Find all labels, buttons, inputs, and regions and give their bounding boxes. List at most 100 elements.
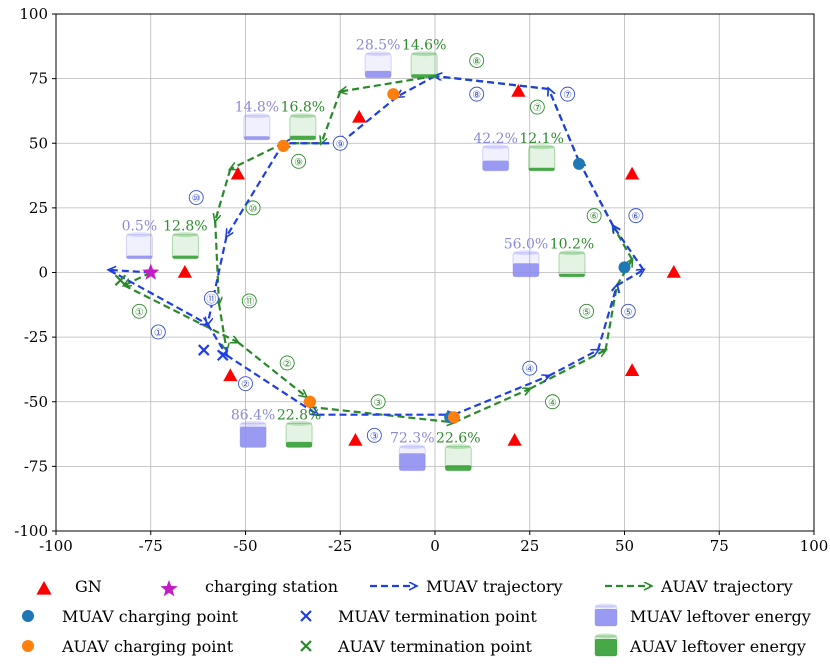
legend-auav-charging-marker bbox=[22, 640, 34, 652]
muav-energy-battery-cap bbox=[243, 113, 270, 119]
muav-trajectory-segment bbox=[206, 323, 227, 355]
legend-muav-charging-marker bbox=[22, 610, 34, 622]
muav-waypoint-circle bbox=[150, 324, 166, 340]
muav-waypoint-circle bbox=[628, 208, 644, 224]
muav-energy-battery-cap bbox=[240, 420, 267, 426]
auav-waypoint-label: ⑩ bbox=[249, 204, 258, 215]
muav-trajectory-segment bbox=[596, 285, 617, 351]
muav-energy-label: 0.5% bbox=[122, 219, 158, 235]
auav-trajectory-segment bbox=[321, 91, 342, 144]
muav-trajectory-segment bbox=[208, 236, 228, 324]
auav-waypoint-label: ⑦ bbox=[533, 103, 542, 114]
gn-marker bbox=[624, 166, 640, 180]
legend-gn-label: GN bbox=[75, 577, 102, 596]
muav-waypoint-label: ② bbox=[241, 380, 250, 391]
auav-waypoint-circle bbox=[241, 293, 257, 309]
y-tick-label: -50 bbox=[24, 393, 48, 411]
auav-energy-battery-level bbox=[286, 441, 313, 448]
muav-energy-battery-body bbox=[243, 115, 271, 141]
muav-trajectory-segment bbox=[453, 376, 549, 416]
auav-energy-battery bbox=[285, 420, 313, 448]
muav-charging-point bbox=[618, 261, 631, 274]
muav-trajectory-segment bbox=[340, 95, 398, 144]
legend-muav-termination-point-label: MUAV termination point bbox=[338, 607, 537, 626]
auav-energy-battery-cap bbox=[528, 144, 555, 150]
muav-waypoint-circle bbox=[238, 376, 253, 392]
auav-waypoint-circle bbox=[370, 394, 386, 410]
muav-energy-battery bbox=[364, 51, 392, 79]
legend-auav-energy-marker-level bbox=[595, 639, 617, 656]
gn-marker bbox=[348, 433, 363, 446]
muav-energy-battery-cap bbox=[482, 144, 509, 150]
muav-energy-label: 56.0% bbox=[504, 237, 548, 253]
legend-muav-termination-marker bbox=[300, 610, 312, 622]
auav-waypoint-circle bbox=[545, 394, 560, 410]
auav-waypoint-circle bbox=[131, 303, 147, 319]
muav-waypoint-circle bbox=[188, 190, 204, 205]
legend-muav-energy-marker bbox=[594, 603, 618, 627]
auav-waypoint-label: ② bbox=[283, 359, 292, 370]
muav-energy-battery bbox=[239, 420, 267, 448]
auav-charging-point bbox=[277, 139, 290, 152]
auav-waypoint-label: ⑨ bbox=[294, 157, 303, 168]
legend-charging-station-marker bbox=[160, 580, 178, 597]
muav-waypoint-label: ⑨ bbox=[336, 139, 345, 150]
y-tick-label: -75 bbox=[24, 457, 48, 475]
auav-energy-battery-level bbox=[528, 167, 555, 171]
gn-marker bbox=[507, 433, 522, 446]
muav-trajectory-segment bbox=[549, 89, 581, 162]
legend-muav-charging-point-label: MUAV charging point bbox=[62, 607, 239, 626]
auav-energy-battery-cap bbox=[172, 232, 199, 238]
x-tick-label: -75 bbox=[139, 537, 163, 555]
muav-energy-battery-body bbox=[125, 234, 153, 260]
muav-energy-battery bbox=[398, 444, 426, 472]
muav-energy-battery-level bbox=[243, 136, 270, 140]
auav-energy-battery-level bbox=[289, 135, 316, 140]
muav-energy-label: 42.2% bbox=[473, 131, 517, 147]
gn-marker bbox=[666, 265, 681, 278]
auav-waypoint-circle bbox=[469, 53, 485, 68]
muav-energy-label: 86.4% bbox=[231, 407, 275, 423]
muav-trajectory-segment bbox=[579, 161, 615, 227]
muav-waypoint-circle bbox=[366, 427, 382, 443]
auav-waypoint-label: ⑧ bbox=[472, 57, 481, 68]
muav-waypoint-circle bbox=[332, 135, 348, 151]
auav-waypoint-circle bbox=[279, 355, 295, 371]
muav-waypoint-circle bbox=[469, 86, 485, 102]
auav-energy-label: 14.6% bbox=[402, 38, 446, 54]
y-tick-label: 100 bbox=[19, 5, 48, 23]
auav-waypoint-circle bbox=[245, 200, 261, 216]
x-tick-label: -100 bbox=[39, 537, 73, 555]
auav-energy-battery bbox=[444, 444, 472, 472]
legend-auav-trajectory-label: AUAV trajectory bbox=[660, 577, 793, 596]
muav-waypoint-label: ④ bbox=[525, 364, 534, 375]
muav-energy-battery-level bbox=[365, 70, 392, 78]
muav-waypoint-label: ⑦ bbox=[563, 90, 572, 101]
gn-marker bbox=[352, 109, 367, 123]
muav-trajectory-segment bbox=[109, 270, 151, 273]
auav-energy-battery-body bbox=[528, 146, 556, 172]
x-tick-label: 75 bbox=[710, 537, 729, 555]
auav-trajectory-segment bbox=[124, 271, 152, 286]
auav-waypoint-label: ⑪ bbox=[244, 296, 254, 308]
auav-waypoint-circle bbox=[529, 99, 545, 115]
muav-energy-battery-level bbox=[512, 263, 539, 277]
legend-auav-leftover-energy-label: AUAV leftover energy bbox=[629, 637, 806, 656]
auav-energy-battery bbox=[171, 232, 199, 260]
auav-energy-battery-cap bbox=[445, 444, 472, 450]
x-tick-label: 25 bbox=[520, 537, 539, 555]
auav-trajectory-segment bbox=[340, 74, 436, 92]
legend-muav-trajectory-label: MUAV trajectory bbox=[426, 577, 563, 596]
auav-trajectory-segment bbox=[529, 350, 606, 390]
auav-energy-battery-cap bbox=[289, 113, 316, 119]
gn-marker bbox=[177, 265, 192, 278]
auav-energy-label: 12.8% bbox=[163, 219, 207, 235]
muav-energy-battery-level bbox=[399, 453, 426, 471]
auav-energy-battery-body bbox=[410, 53, 438, 79]
auav-trajectory-segment bbox=[453, 389, 530, 424]
auav-energy-battery-cap bbox=[411, 51, 438, 57]
x-tick-label: 50 bbox=[615, 537, 634, 555]
y-tick-label: -100 bbox=[14, 522, 48, 540]
auav-energy-battery-cap bbox=[558, 250, 585, 256]
